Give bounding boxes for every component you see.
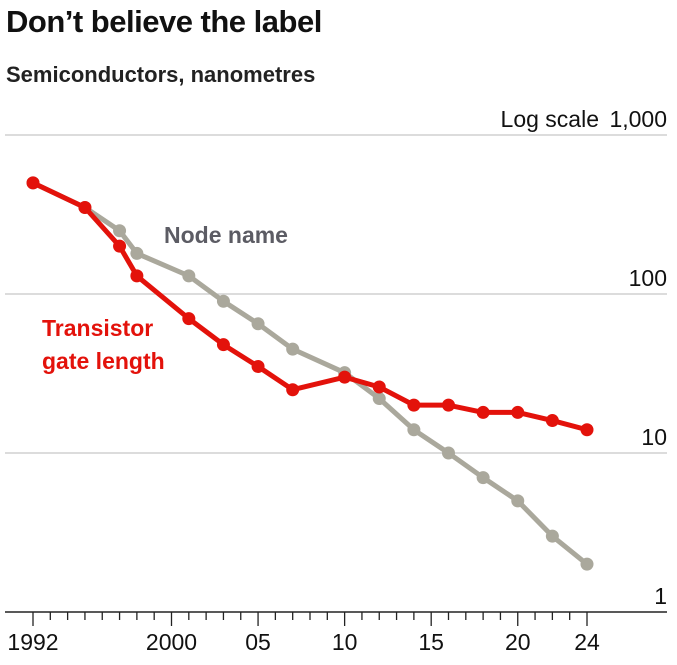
log-scale-note: Log scale: [501, 106, 599, 132]
x-tick-label: 1992: [7, 629, 58, 655]
series-label-gate-length: Transistor: [42, 315, 153, 341]
x-tick-label: 20: [505, 629, 531, 655]
data-point-1: [338, 370, 352, 384]
x-tick-label: 05: [245, 629, 271, 655]
data-point-0: [182, 269, 196, 283]
chart-subtitle: Semiconductors, nanometres: [6, 62, 316, 87]
data-point-0: [476, 471, 490, 485]
data-point-1: [216, 338, 230, 352]
data-point-0: [511, 494, 525, 508]
series-line-0: [30, 180, 590, 567]
data-point-1: [372, 380, 386, 394]
data-point-0: [580, 557, 594, 571]
data-point-1: [442, 398, 455, 412]
series-label-gate-length: gate length: [42, 348, 165, 374]
x-tick-label: 10: [332, 629, 358, 655]
y-tick-label: 100: [629, 265, 667, 291]
data-point-1: [545, 414, 559, 428]
data-point-1: [580, 423, 594, 437]
data-point-0: [286, 342, 300, 356]
data-point-1: [286, 383, 300, 397]
data-point-1: [113, 239, 127, 253]
data-point-1: [251, 359, 265, 373]
data-point-1: [130, 269, 144, 283]
data-point-1: [407, 398, 421, 412]
data-point-0: [251, 317, 265, 331]
series-label-node-name: Node name: [164, 222, 288, 248]
data-point-0: [130, 246, 144, 260]
x-tick-label: 2000: [146, 629, 197, 655]
data-point-0: [113, 224, 127, 238]
chart-title: Don’t believe the label: [6, 4, 322, 39]
y-tick-label: 10: [641, 424, 667, 450]
data-point-1: [511, 405, 525, 419]
x-tick-label: 24: [574, 629, 600, 655]
series-line-1: [30, 180, 590, 433]
data-point-1: [26, 176, 40, 190]
data-point-1: [476, 405, 490, 419]
data-point-0: [545, 529, 559, 543]
data-point-1: [182, 312, 196, 326]
data-point-0: [216, 294, 230, 308]
data-point-0: [372, 392, 386, 406]
y-tick-label: 1,000: [609, 106, 667, 132]
data-point-0: [407, 423, 421, 437]
data-point-1: [78, 200, 92, 214]
x-tick-label: 15: [418, 629, 444, 655]
data-point-0: [442, 446, 455, 460]
y-tick-label: 1: [654, 583, 667, 609]
